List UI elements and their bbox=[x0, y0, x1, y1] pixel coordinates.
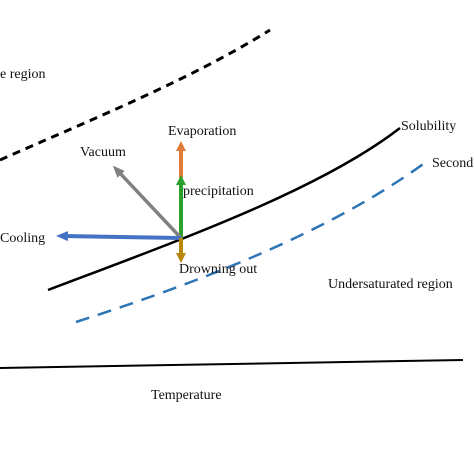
cooling-label: Cooling bbox=[0, 231, 45, 246]
temperature-label: Temperature bbox=[151, 388, 222, 403]
undersaturated-region-label: Undersaturated region bbox=[328, 277, 453, 292]
evaporation-label: Evaporation bbox=[168, 124, 236, 139]
labile-boundary-curve bbox=[0, 28, 271, 162]
cooling-arrow bbox=[56, 231, 182, 242]
vacuum-label: Vacuum bbox=[80, 145, 126, 160]
precipitation-label: precipitation bbox=[183, 184, 254, 199]
secondary-curve bbox=[75, 160, 427, 324]
vacuum-arrow bbox=[112, 165, 183, 240]
solubility-label: Solubility bbox=[401, 119, 456, 134]
labile-region-label: e region bbox=[0, 67, 45, 82]
secondary-label: Second bbox=[432, 156, 473, 171]
solubility-curve bbox=[47, 127, 401, 292]
drowning-out-label: Drowning out bbox=[179, 262, 257, 277]
temperature-axis bbox=[0, 359, 464, 369]
